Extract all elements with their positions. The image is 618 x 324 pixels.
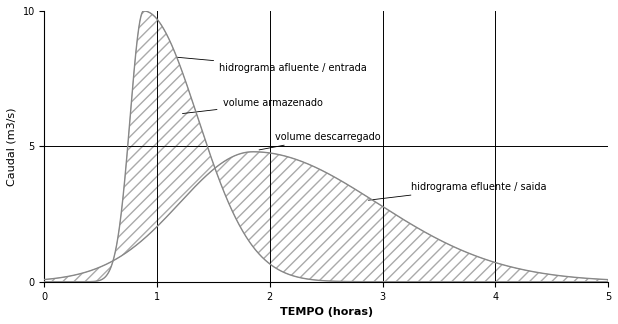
Text: volume armazenado: volume armazenado bbox=[182, 98, 323, 113]
Text: volume descarregado: volume descarregado bbox=[259, 132, 381, 150]
Y-axis label: Caudal (m3/s): Caudal (m3/s) bbox=[7, 107, 17, 186]
Text: hidrograma afluente / entrada: hidrograma afluente / entrada bbox=[177, 57, 367, 73]
X-axis label: TEMPO (horas): TEMPO (horas) bbox=[279, 307, 373, 317]
Text: hidrograma efluente / saida: hidrograma efluente / saida bbox=[368, 182, 546, 200]
